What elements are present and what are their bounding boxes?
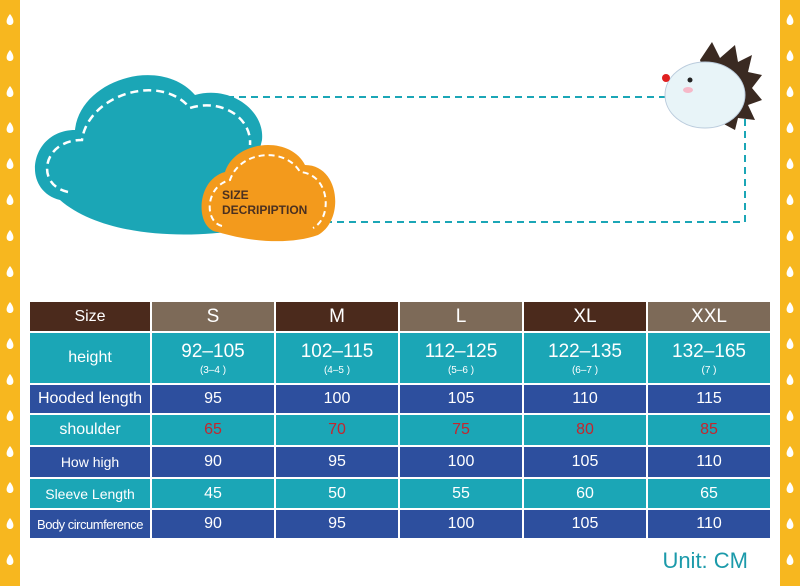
row-label: Sleeve Length [30, 479, 150, 508]
value-cell: 90 [152, 447, 274, 477]
drop [6, 374, 14, 385]
drop [6, 158, 14, 169]
drop [786, 230, 794, 241]
drop [6, 86, 14, 97]
value-cell: 65 [648, 479, 770, 508]
banner-title: SIZE DECRIPIPTION [222, 188, 308, 217]
header-cell: XXL [648, 302, 770, 331]
drop [6, 482, 14, 493]
value-note: (5–6 ) [447, 364, 475, 376]
value-cell: 110 [524, 385, 646, 413]
drop [6, 338, 14, 349]
value-cell: 110 [648, 510, 770, 538]
drop [786, 302, 794, 313]
unit-label: Unit: CM [662, 548, 748, 573]
drop [6, 122, 14, 133]
drop [6, 14, 14, 25]
value-cell: 95 [276, 447, 398, 477]
row-label: Body circumference [30, 510, 150, 538]
drop [786, 338, 794, 349]
drop [786, 14, 794, 25]
value-cell: 55 [400, 479, 522, 508]
value-cell: 90 [152, 510, 274, 538]
value-note: (3–4 ) [199, 364, 227, 376]
drop [6, 302, 14, 313]
drop [6, 518, 14, 529]
value-cell: 80 [524, 415, 646, 445]
drop [6, 230, 14, 241]
drop [786, 518, 794, 529]
header-cell: L [400, 302, 522, 331]
size-table: Size S M L XL XXL height 92–105 (3–4 ) 102–115 (4–… [30, 302, 770, 538]
value-cell: 122–135 (6–7 ) [524, 333, 646, 383]
drop [6, 446, 14, 457]
drop [786, 194, 794, 205]
header-cell: Size [30, 302, 150, 331]
value-text: 102–115 [300, 340, 374, 362]
drop [6, 50, 14, 61]
drop [6, 194, 14, 205]
value-cell: 100 [400, 510, 522, 538]
value-text: 112–125 [424, 340, 498, 362]
drop [786, 554, 794, 565]
value-note: (6–7 ) [571, 364, 599, 376]
value-cell: 95 [276, 510, 398, 538]
value-cell: 132–165 (7 ) [648, 333, 770, 383]
value-cell: 75 [400, 415, 522, 445]
header-cell: XL [524, 302, 646, 331]
drop [786, 50, 794, 61]
value-cell: 70 [276, 415, 398, 445]
value-cell: 115 [648, 385, 770, 413]
teal-cloud-stitch [45, 89, 252, 194]
right-border [780, 0, 800, 586]
value-cell: 105 [524, 447, 646, 477]
value-cell: 112–125 (5–6 ) [400, 333, 522, 383]
drop [786, 122, 794, 133]
value-text: 132–165 [672, 340, 746, 362]
value-cell: 102–115 (4–5 ) [276, 333, 398, 383]
row-label: shoulder [30, 415, 150, 445]
drop [786, 446, 794, 457]
drop [6, 410, 14, 421]
value-note: (7 ) [701, 364, 717, 376]
hedgehog [662, 42, 762, 130]
value-text: 92–105 [181, 340, 245, 362]
drop [786, 266, 794, 277]
value-cell: 92–105 (3–4 ) [152, 333, 274, 383]
drop [786, 482, 794, 493]
drop [786, 410, 794, 421]
value-text: 122–135 [548, 340, 622, 362]
value-cell: 100 [276, 385, 398, 413]
value-cell: 95 [152, 385, 274, 413]
value-cell: 65 [152, 415, 274, 445]
drop [6, 266, 14, 277]
drop [786, 86, 794, 97]
row-label: height [30, 333, 150, 383]
value-cell: 60 [524, 479, 646, 508]
value-cell: 100 [400, 447, 522, 477]
value-cell: 85 [648, 415, 770, 445]
value-cell: 45 [152, 479, 274, 508]
drops [6, 14, 794, 565]
drop [6, 554, 14, 565]
value-cell: 105 [400, 385, 522, 413]
drop [786, 374, 794, 385]
row-label: Hooded length [30, 385, 150, 413]
value-cell: 105 [524, 510, 646, 538]
header-cell: M [276, 302, 398, 331]
value-cell: 110 [648, 447, 770, 477]
value-note: (4–5 ) [323, 364, 351, 376]
value-cell: 50 [276, 479, 398, 508]
dashed-frame [215, 96, 746, 223]
left-border [0, 0, 20, 586]
header-cell: S [152, 302, 274, 331]
orange-cloud-stitch [208, 154, 327, 229]
row-label: How high [30, 447, 150, 477]
drop [786, 158, 794, 169]
